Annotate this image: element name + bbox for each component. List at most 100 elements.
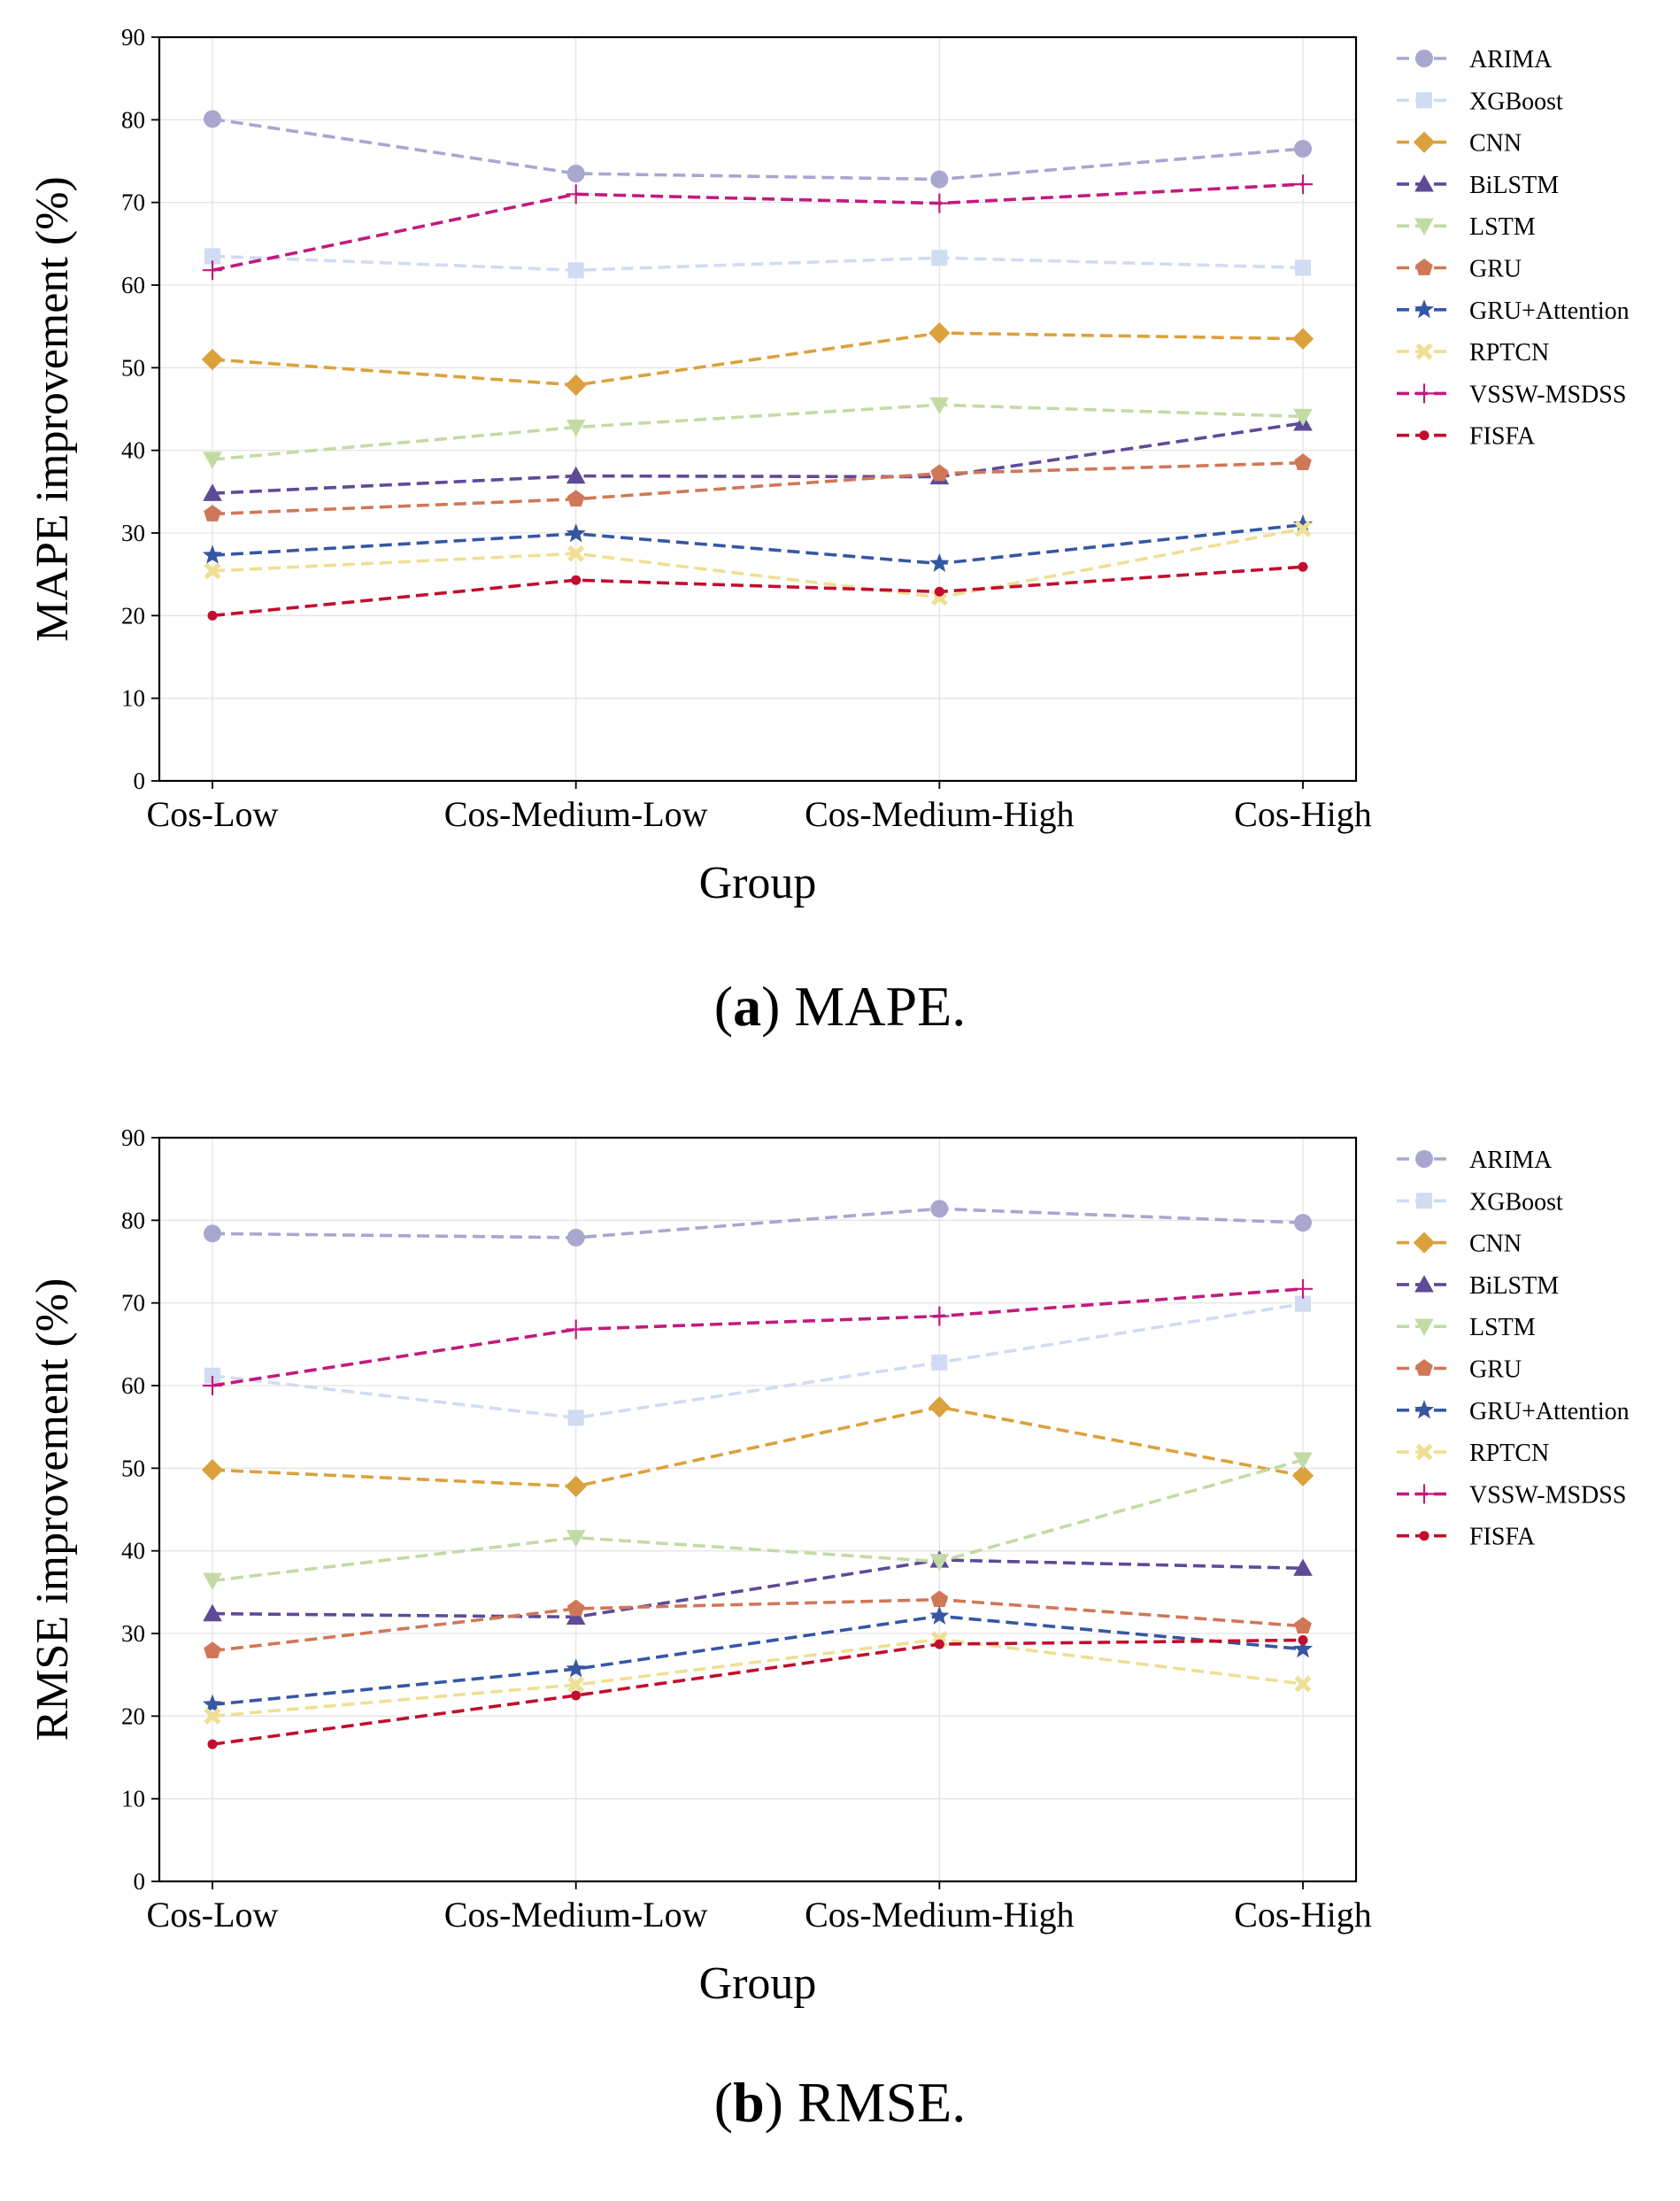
series-rptcn xyxy=(204,1631,1312,1725)
caption-letter: b xyxy=(733,2071,765,2134)
legend-item-fisfa: FISFA xyxy=(1397,423,1536,451)
legend-label: LSTM xyxy=(1469,1314,1536,1341)
series-line-gru xyxy=(212,460,1304,516)
series-xgboost xyxy=(204,248,1311,279)
legend-item-vssw-msdss: VSSW-MSDSS xyxy=(1397,1481,1626,1509)
legend-item-gru-attention: GRU+Attention xyxy=(1397,297,1630,325)
legend-item-gru: GRU xyxy=(1397,1356,1522,1384)
series-line-bilstm xyxy=(212,421,1304,495)
y-tick-label: 40 xyxy=(121,437,145,464)
legend-item-arima: ARIMA xyxy=(1397,46,1553,73)
y-tick-label: 50 xyxy=(121,354,145,381)
series-line-arima xyxy=(212,1207,1304,1240)
series-line-xgboost xyxy=(212,1301,1304,1420)
legend-marker xyxy=(1415,259,1433,275)
data-point-rptcn xyxy=(567,1676,585,1694)
series-fisfa xyxy=(207,1634,1308,1749)
y-tick-label: 70 xyxy=(121,1290,145,1317)
series-group xyxy=(201,110,1314,621)
data-point-xgboost xyxy=(1295,1295,1311,1312)
y-axis: 0 10 20 30 40 50 60 70 80 90 xyxy=(121,1124,159,1895)
legend-marker xyxy=(1416,1193,1432,1209)
data-point-rptcn xyxy=(204,562,221,580)
data-point-rptcn xyxy=(204,1707,221,1725)
legend-item-xgboost: XGBoost xyxy=(1397,88,1563,115)
series-group xyxy=(201,1200,1314,1749)
data-point-lstm xyxy=(566,419,586,437)
y-tick-label: 80 xyxy=(121,106,145,133)
legend-marker xyxy=(1414,383,1434,404)
data-point-fisfa xyxy=(934,1639,944,1649)
data-point-xgboost xyxy=(931,250,948,266)
data-point-gru xyxy=(204,505,221,521)
legend-label: FISFA xyxy=(1469,1524,1536,1551)
data-point-vssw-msdss xyxy=(929,193,950,213)
series-gru-attention xyxy=(202,514,1314,572)
series-line-bilstm xyxy=(212,1558,1304,1619)
legend-marker xyxy=(1414,1275,1434,1293)
data-point-lstm xyxy=(203,452,222,469)
series-line-gru-attention xyxy=(212,1614,1304,1707)
legend-label: ARIMA xyxy=(1469,1147,1553,1174)
legend-label: BiLSTM xyxy=(1469,172,1559,199)
legend-marker xyxy=(1419,1531,1430,1541)
data-point-gru xyxy=(930,1590,949,1608)
legend-marker xyxy=(1415,1443,1433,1461)
x-axis: Cos-Low Cos-Medium-Low Cos-Medium-High Cos-… xyxy=(147,781,1372,834)
x-tick-label-cos-high: Cos-High xyxy=(1234,1895,1372,1935)
y-tick-label: 60 xyxy=(121,1372,145,1399)
caption-rmse: (b) RMSE. xyxy=(713,2071,967,2134)
x-tick-label-cos-medium-high: Cos-Medium-High xyxy=(805,794,1074,834)
legend-label: VSSW-MSDSS xyxy=(1469,381,1626,408)
legend-marker xyxy=(1419,430,1430,441)
data-point-fisfa xyxy=(571,1690,582,1701)
plot-frame xyxy=(158,1136,1358,1883)
legend-item-arima: ARIMA xyxy=(1397,1147,1553,1174)
legend-label: GRU+Attention xyxy=(1469,297,1630,325)
legend-item-vssw-msdss: VSSW-MSDSS xyxy=(1397,381,1626,408)
data-point-gru-attention xyxy=(1292,514,1314,534)
series-arima xyxy=(204,110,1312,189)
data-point-gru-attention xyxy=(202,1694,223,1713)
legend-marker xyxy=(1416,92,1432,109)
legend-label: RPTCN xyxy=(1469,1440,1549,1467)
y-tick-label: 90 xyxy=(121,1124,145,1151)
series-vssw-msdss xyxy=(203,1278,1313,1395)
legend-marker xyxy=(1414,1484,1434,1504)
legend-marker xyxy=(1415,343,1433,360)
data-point-cnn xyxy=(929,321,951,344)
x-tick-label-cos-medium-low: Cos-Medium-Low xyxy=(444,1895,708,1935)
data-point-gru xyxy=(930,464,949,482)
data-point-arima xyxy=(930,1200,949,1218)
series-cnn xyxy=(201,321,1314,397)
x-axis-label: Group xyxy=(699,858,817,908)
legend-item-bilstm: BiLSTM xyxy=(1397,1272,1559,1300)
legend-item-rptcn: RPTCN xyxy=(1397,1440,1549,1467)
data-point-gru-attention xyxy=(566,523,586,543)
plot-frame xyxy=(158,35,1358,783)
series-fisfa xyxy=(207,561,1308,621)
data-point-gru xyxy=(566,490,585,507)
data-point-arima xyxy=(204,1224,221,1243)
data-point-xgboost xyxy=(931,1354,948,1371)
x-tick-label-cos-low: Cos-Low xyxy=(147,1895,279,1935)
data-point-lstm xyxy=(566,1530,586,1548)
legend: ARIMA XGBoost CNN BiLSTM LSTM GRU GRU+Attentio… xyxy=(1397,46,1630,451)
legend-marker xyxy=(1414,218,1434,236)
y-tick-label: 10 xyxy=(121,685,145,712)
y-tick-label: 30 xyxy=(121,1620,145,1647)
y-tick-label: 90 xyxy=(121,24,145,50)
series-line-xgboost xyxy=(212,254,1304,273)
data-point-fisfa xyxy=(571,575,582,585)
caption-text: MAPE. xyxy=(794,975,967,1038)
x-tick-label-cos-medium-high: Cos-Medium-High xyxy=(805,1895,1074,1935)
caption-mape: (a) MAPE. xyxy=(713,975,967,1038)
legend-label: CNN xyxy=(1469,130,1522,158)
legend-marker xyxy=(1415,1359,1433,1376)
legend-item-lstm: LSTM xyxy=(1397,213,1536,241)
data-point-arima xyxy=(1294,140,1312,158)
y-tick-label: 20 xyxy=(121,1703,145,1729)
y-tick-label: 10 xyxy=(121,1786,145,1812)
data-point-lstm xyxy=(1293,408,1313,427)
series-line-vssw-msdss xyxy=(212,1287,1304,1387)
